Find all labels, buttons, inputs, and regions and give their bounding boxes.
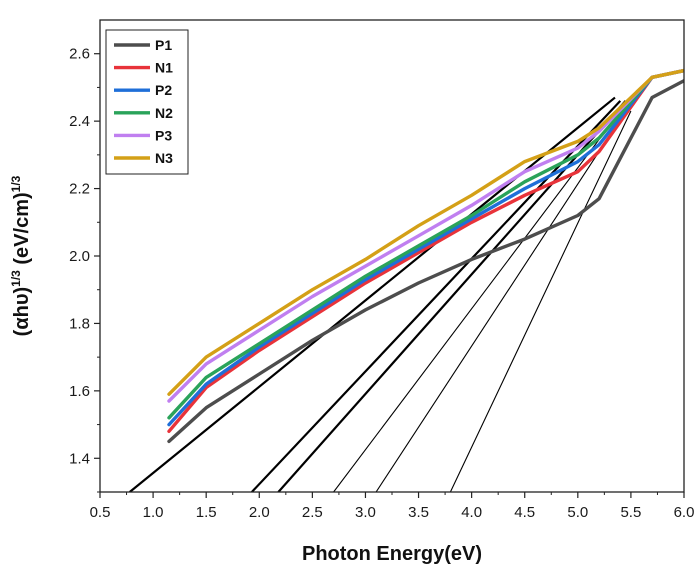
y-tick-label: 1.8 [69, 315, 90, 332]
series-line-p3 [167, 68, 684, 403]
series-line-n2 [167, 68, 684, 420]
x-tick-label: 3.0 [355, 504, 376, 521]
x-tick-label: 1.5 [196, 504, 217, 521]
series-line-n3 [167, 68, 684, 396]
legend-label-p1: P1 [155, 37, 172, 53]
legend-box [105, 29, 189, 175]
x-tick-label: 4.0 [461, 504, 482, 521]
y-axis-label-exponent-1: 1/3 [9, 270, 23, 287]
fit-line-1 [129, 96, 616, 492]
x-tick-label: 2.5 [302, 504, 323, 521]
y-tick-label: 2.2 [69, 181, 90, 198]
legend-label-n1: N1 [155, 60, 173, 76]
legend-label-p2: P2 [155, 82, 172, 98]
x-tick-label: 1.0 [143, 504, 164, 521]
data-series [167, 68, 684, 444]
x-tick-label: 3.5 [408, 504, 429, 521]
legend-label-n2: N2 [155, 105, 173, 121]
plot-frame [99, 19, 685, 493]
y-tick-labels: 1.4 1.6 1.8 2.0 2.2 2.4 2.6 [69, 46, 90, 468]
fit-line-6 [449, 110, 632, 492]
y-tick-label: 1.4 [69, 450, 90, 467]
x-tick-label: 2.0 [249, 504, 270, 521]
x-tick-label: 6.0 [674, 504, 695, 521]
fit-line-4 [333, 103, 627, 492]
x-tick-label: 5.5 [620, 504, 641, 521]
legend-label-n3: N3 [155, 150, 173, 166]
x-tick-labels: 0.5 1.0 1.5 2.0 2.5 3.0 3.5 4.0 4.5 5.0 5.5 6.0 [90, 504, 695, 521]
y-tick-label: 2.6 [69, 46, 90, 63]
y-axis-label-units: (eV/cm) [11, 192, 33, 270]
series-line-p2 [167, 68, 684, 427]
y-axis-label-exponent-2: 1/3 [9, 175, 23, 192]
y-tick-label: 2.0 [69, 248, 90, 265]
series-line-n1 [167, 68, 684, 433]
x-tick-label: 0.5 [90, 504, 111, 521]
y-tick-label: 2.4 [69, 113, 90, 130]
x-axis-label: Photon Energy(eV) [302, 543, 482, 565]
fit-line-5 [375, 110, 627, 492]
x-tick-label: 5.0 [567, 504, 588, 521]
y-axis-label-main: (αhυ) [11, 287, 33, 336]
series-line-p1 [167, 78, 684, 444]
legend: P1 N1 P2 N2 P3 N3 [105, 29, 189, 175]
y-tick-label: 1.6 [69, 383, 90, 400]
y-axis-label: (αhυ)1/3 (eV/cm)1/3 [9, 175, 33, 336]
x-tick-label: 4.5 [514, 504, 535, 521]
legend-label-p3: P3 [155, 127, 172, 143]
